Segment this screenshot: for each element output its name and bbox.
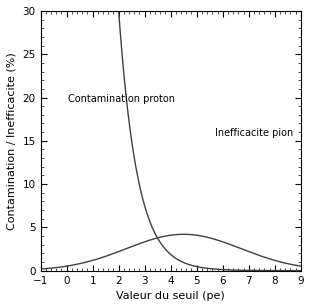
X-axis label: Valeur du seuil (pe): Valeur du seuil (pe)	[116, 291, 225, 301]
Text: Inefficacite pion: Inefficacite pion	[215, 128, 293, 139]
Text: Contamination proton: Contamination proton	[68, 94, 175, 104]
Y-axis label: Contamination / Inefficacite (%): Contamination / Inefficacite (%)	[7, 52, 17, 230]
